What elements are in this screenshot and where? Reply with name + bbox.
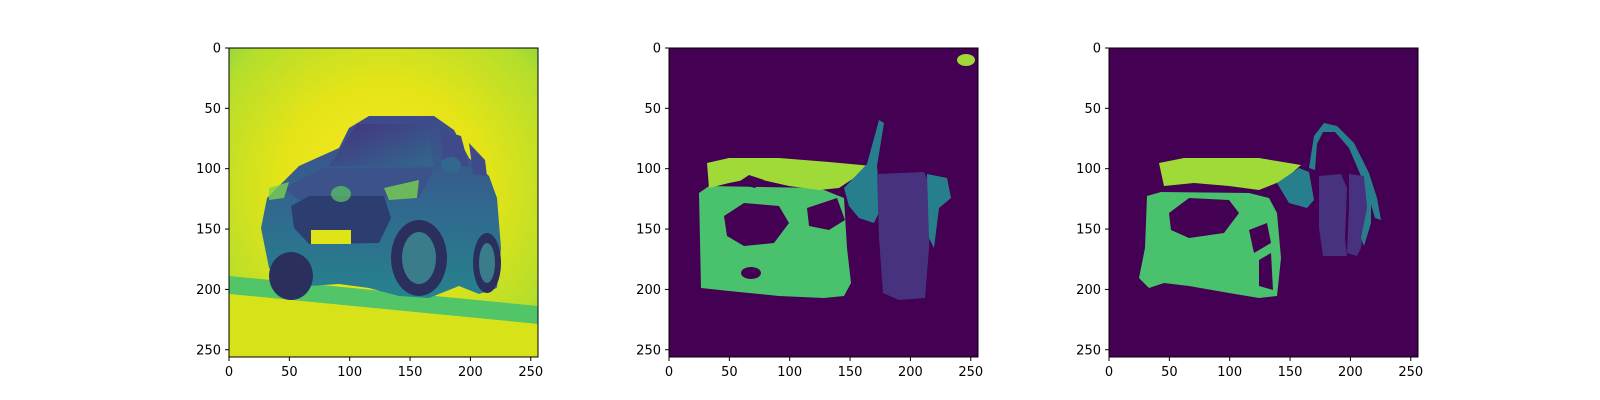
y-tick-label: 100 xyxy=(196,162,221,177)
x-tick-label: 100 xyxy=(337,365,362,380)
x-tick-label: 50 xyxy=(1161,365,1178,380)
y-tick-label: 150 xyxy=(1076,223,1101,238)
y-tick-label: 50 xyxy=(644,102,661,117)
x-tick-label: 0 xyxy=(225,365,233,380)
mask-window xyxy=(844,120,884,223)
y-tick-label: 0 xyxy=(1093,42,1101,57)
image-panel-mask-b: 0 50 100 150 200 250 0 50 100 150 200 250 xyxy=(1076,42,1423,381)
x-tick-label: 150 xyxy=(838,365,863,380)
mask-hood xyxy=(1159,158,1301,190)
photo-plate xyxy=(311,230,351,244)
x-tick-label: 100 xyxy=(1217,365,1242,380)
x-axis: 0 50 100 150 200 250 xyxy=(225,357,543,380)
x-tick-label: 0 xyxy=(1105,365,1113,380)
x-tick-label: 200 xyxy=(1338,365,1363,380)
mask-hood xyxy=(707,158,872,190)
photo-wheel-front-left xyxy=(269,252,313,300)
y-tick-label: 50 xyxy=(204,102,221,117)
y-tick-label: 200 xyxy=(1076,283,1101,298)
y-tick-label: 200 xyxy=(196,283,221,298)
image-panel-photo: 0 50 100 150 200 250 0 50 100 150 200 250 xyxy=(196,42,543,381)
axes-frame xyxy=(228,47,539,358)
mask-roof-outline xyxy=(1309,123,1381,220)
y-tick-label: 250 xyxy=(636,343,661,358)
x-tick-label: 50 xyxy=(281,365,298,380)
x-tick-label: 250 xyxy=(1398,365,1423,380)
y-tick-label: 150 xyxy=(636,223,661,238)
image-panel-mask-a: 0 50 100 150 200 250 0 50 100 150 200 250 xyxy=(636,42,983,381)
mask-window xyxy=(1277,168,1314,208)
y-axis: 0 50 100 150 200 250 xyxy=(1076,42,1109,358)
y-tick-label: 150 xyxy=(196,223,221,238)
y-tick-label: 250 xyxy=(1076,343,1101,358)
x-axis: 0 50 100 150 200 250 xyxy=(665,357,983,380)
x-tick-label: 150 xyxy=(1278,365,1303,380)
y-tick-label: 100 xyxy=(636,162,661,177)
x-tick-label: 50 xyxy=(721,365,738,380)
y-axis: 0 50 100 150 200 250 xyxy=(636,42,669,358)
y-tick-label: 50 xyxy=(1084,102,1101,117)
x-tick-label: 100 xyxy=(777,365,802,380)
x-tick-label: 200 xyxy=(458,365,483,380)
y-tick-label: 250 xyxy=(196,343,221,358)
photo-windshield xyxy=(329,124,434,166)
x-tick-label: 200 xyxy=(898,365,923,380)
x-axis: 0 50 100 150 200 250 xyxy=(1105,357,1423,380)
y-tick-label: 0 xyxy=(213,42,221,57)
axes-frame xyxy=(1108,47,1419,358)
photo-logo xyxy=(331,186,351,202)
y-tick-label: 200 xyxy=(636,283,661,298)
mask-door xyxy=(877,172,931,300)
axes-frame xyxy=(668,47,979,358)
x-tick-label: 0 xyxy=(665,365,673,380)
y-axis: 0 50 100 150 200 250 xyxy=(196,42,229,358)
x-tick-label: 250 xyxy=(518,365,543,380)
y-tick-label: 0 xyxy=(653,42,661,57)
mask-blob-top-right xyxy=(957,54,975,66)
x-tick-label: 150 xyxy=(398,365,423,380)
x-tick-label: 250 xyxy=(958,365,983,380)
y-tick-label: 100 xyxy=(1076,162,1101,177)
mask-door xyxy=(1319,174,1347,256)
